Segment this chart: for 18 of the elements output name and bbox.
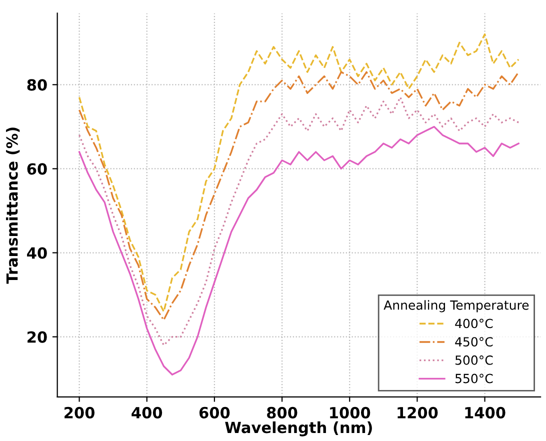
x-axis-title: Wavelength (nm) [225,421,372,436]
x-tick-label: 800 [267,406,298,418]
x-tick-label: 400 [132,406,162,418]
x-tick-label: 1200 [398,406,438,418]
x-tick-label: 1000 [330,406,370,418]
x-tick-label: 600 [199,406,230,418]
y-tick-label: 40 [27,247,47,259]
legend-label: 450°C [455,337,493,347]
x-tick-label: 1400 [465,406,506,418]
legend-label: 550°C [455,374,493,384]
y-tick-label: 60 [27,163,47,175]
legend-title: Annealing Temperature [384,300,529,312]
y-axis-title: Transmittance (%) [6,128,20,284]
x-tick-label: 200 [64,406,95,418]
legend-label: 500°C [455,355,493,365]
y-tick-label: 80 [27,79,47,91]
y-tick-label: 20 [28,331,47,343]
legend-label: 400°C [455,318,493,328]
